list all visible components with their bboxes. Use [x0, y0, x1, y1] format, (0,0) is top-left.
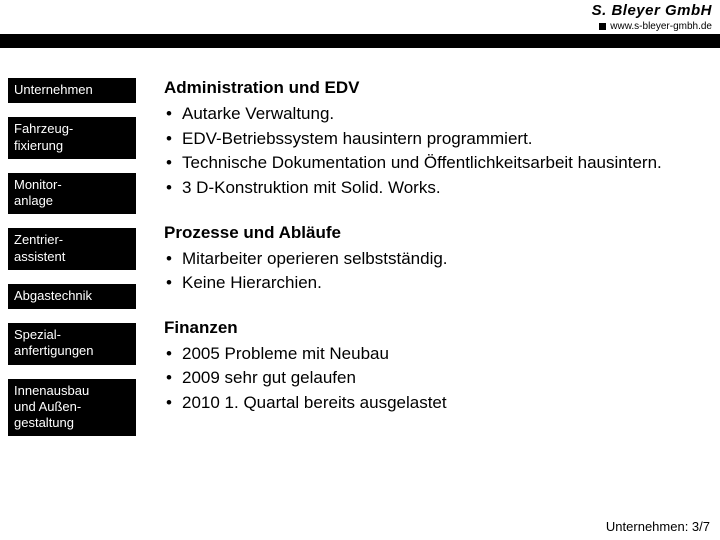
main-content: Administration und EDV Autarke Verwaltung… [164, 78, 706, 438]
bullet-list: 2005 Probleme mit Neubau2009 sehr gut ge… [164, 342, 706, 416]
section-title: Administration und EDV [164, 78, 706, 98]
section-2: Finanzen 2005 Probleme mit Neubau2009 seh… [164, 318, 706, 416]
square-icon [599, 23, 606, 30]
body-wrap: Unternehmen Fahrzeug- fixierung Monitor- a… [0, 48, 720, 438]
bullet-item: Technische Dokumentation und Öffentlichk… [166, 151, 706, 176]
sidebar-item-1[interactable]: Fahrzeug- fixierung [8, 117, 136, 159]
sidebar-item-4[interactable]: Abgastechnik [8, 284, 136, 309]
sidebar-nav: Unternehmen Fahrzeug- fixierung Monitor- a… [8, 78, 136, 438]
bullet-list: Mitarbeiter operieren selbstständig.Kein… [164, 247, 706, 296]
brand-block: S. Bleyer GmbH www.s-bleyer-gmbh.de [592, 2, 712, 32]
sidebar-item-3[interactable]: Zentrier- assistent [8, 228, 136, 270]
sidebar-item-2[interactable]: Monitor- anlage [8, 173, 136, 215]
bullet-item: 2010 1. Quartal bereits ausgelastet [166, 391, 706, 416]
bullet-item: 3 D-Konstruktion mit Solid. Works. [166, 176, 706, 201]
section-1: Prozesse und Abläufe Mitarbeiter operiere… [164, 223, 706, 296]
bullet-item: EDV-Betriebssystem hausintern programmie… [166, 127, 706, 152]
section-title: Prozesse und Abläufe [164, 223, 706, 243]
bullet-item: Keine Hierarchien. [166, 271, 706, 296]
bullet-item: 2005 Probleme mit Neubau [166, 342, 706, 367]
bullet-item: Mitarbeiter operieren selbstständig. [166, 247, 706, 272]
sidebar-item-6[interactable]: Innenausbau und Außen- gestaltung [8, 379, 136, 437]
bullet-list: Autarke Verwaltung.EDV-Betriebssystem ha… [164, 102, 706, 201]
sidebar-item-0[interactable]: Unternehmen [8, 78, 136, 103]
header-bar: S. Bleyer GmbH www.s-bleyer-gmbh.de [0, 0, 720, 48]
bullet-item: 2009 sehr gut gelaufen [166, 366, 706, 391]
black-divider-bar [0, 34, 720, 48]
bullet-item: Autarke Verwaltung. [166, 102, 706, 127]
sidebar-item-5[interactable]: Spezial- anfertigungen [8, 323, 136, 365]
page-number: Unternehmen: 3/7 [606, 519, 710, 534]
section-title: Finanzen [164, 318, 706, 338]
brand-url-row: www.s-bleyer-gmbh.de [592, 21, 712, 32]
brand-name: S. Bleyer GmbH [592, 2, 712, 19]
brand-url: www.s-bleyer-gmbh.de [610, 21, 712, 32]
section-0: Administration und EDV Autarke Verwaltung… [164, 78, 706, 201]
